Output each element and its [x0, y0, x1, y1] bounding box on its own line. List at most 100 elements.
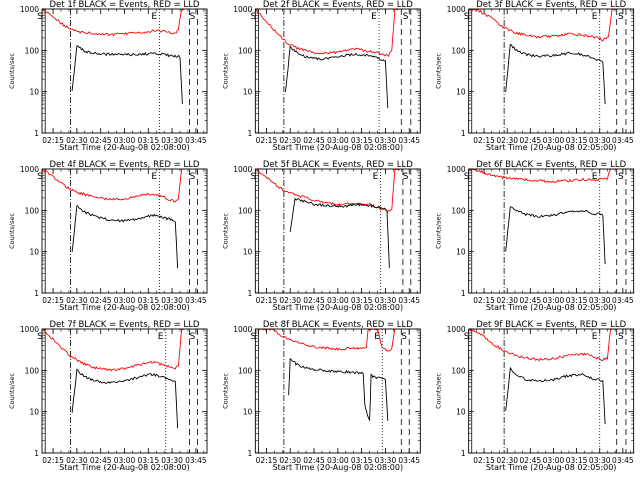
- event-marker-label: E: [374, 332, 380, 342]
- x-tick-label: 03:00: [327, 136, 349, 145]
- y-tick-label: 10: [456, 248, 466, 257]
- x-tick-label: 02:45: [303, 456, 325, 465]
- x-tick-label: 02:15: [473, 456, 495, 465]
- plot-frame: [41, 168, 208, 294]
- event-marker-label: S: [37, 332, 43, 342]
- x-tick-label: 03:45: [398, 456, 420, 465]
- event-marker-label: E: [592, 332, 598, 342]
- y-axis-label: Counts/sec: [221, 53, 229, 89]
- chart-panel-7: Det 7f BLACK = Events, RED = LLD Counts/s…: [8, 320, 208, 472]
- y-tick-label: 10: [243, 88, 253, 97]
- y-axis-label: Counts/sec: [8, 53, 16, 89]
- y-axis-label: Counts/sec: [435, 213, 443, 249]
- event-marker-label: S: [37, 172, 43, 182]
- x-tick-label: 03:30: [589, 136, 611, 145]
- x-tick-label: 02:30: [279, 456, 301, 465]
- y-tick-label: 1: [34, 449, 39, 458]
- y-tick-label: 10: [243, 408, 253, 417]
- x-tick-label: 02:45: [90, 456, 112, 465]
- x-tick-label: 03:30: [375, 136, 397, 145]
- x-tick-label: 02:30: [496, 136, 518, 145]
- x-tick-label: 02:30: [496, 456, 518, 465]
- x-tick-label: 03:00: [114, 456, 136, 465]
- y-tick-label: 10: [29, 248, 39, 257]
- event-marker-label: E: [151, 172, 157, 182]
- x-tick-label: 02:45: [520, 136, 542, 145]
- x-tick-label: 03:15: [351, 296, 373, 305]
- x-tick-label: 02:15: [473, 296, 495, 305]
- chart-panel-9: Det 9f BLACK = Events, RED = LLD Counts/s…: [435, 320, 635, 472]
- event-marker-label: S: [464, 332, 470, 342]
- event-marker-label: E: [373, 172, 379, 182]
- chart-title: Det 5f BLACK = Events, RED = LLD: [263, 160, 413, 170]
- x-tick-label: 03:45: [185, 296, 207, 305]
- series-line: [505, 43, 606, 105]
- x-tick-label: 03:45: [612, 296, 634, 305]
- event-marker-label: S: [618, 12, 624, 22]
- plot-frame: [254, 8, 421, 134]
- y-tick-label: 1: [248, 449, 253, 458]
- x-axis-label: Start Time (20-Aug-08 02:08:00): [273, 143, 404, 152]
- chart-title: Det 3f BLACK = Events, RED = LLD: [476, 0, 626, 10]
- chart-title: Det 2f BLACK = Events, RED = LLD: [263, 0, 413, 10]
- y-tick-label: 1: [461, 289, 466, 298]
- x-tick-label: 02:30: [66, 136, 88, 145]
- series-line: [468, 169, 616, 184]
- chart-title: Det 9f BLACK = Events, RED = LLD: [476, 320, 626, 330]
- x-tick-label: 03:30: [375, 296, 397, 305]
- y-tick-label: 100: [238, 46, 253, 55]
- y-tick-label: 1: [34, 289, 39, 298]
- event-marker-label: S: [251, 172, 257, 182]
- x-tick-label: 02:15: [42, 296, 64, 305]
- event-marker-label: S: [618, 172, 624, 182]
- event-marker-label: E: [592, 12, 598, 22]
- series-line: [288, 357, 389, 422]
- x-tick-label: 02:30: [279, 136, 301, 145]
- y-tick-label: 1000: [20, 5, 39, 14]
- x-tick-label: 02:45: [303, 296, 325, 305]
- series-line: [71, 45, 183, 105]
- x-axis-label: Start Time (20-Aug-08 02:08:00): [273, 463, 404, 472]
- x-axis-label: Start Time (20-Aug-08 02:05:00): [486, 303, 617, 312]
- x-tick-label: 03:00: [327, 456, 349, 465]
- event-marker-label: S: [251, 12, 257, 22]
- chart-panel-1: Det 1f BLACK = Events, RED = LLD Counts/s…: [8, 0, 208, 152]
- x-tick-label: 03:45: [185, 456, 207, 465]
- plot-frame: [254, 168, 421, 294]
- x-axis-label: Start Time (20-Aug-08 02:08:00): [59, 143, 190, 152]
- y-tick-label: 1000: [447, 325, 466, 334]
- x-tick-label: 02:45: [520, 456, 542, 465]
- x-tick-label: 02:45: [90, 136, 112, 145]
- x-tick-label: 02:30: [66, 456, 88, 465]
- chart-title: Det 7f BLACK = Events, RED = LLD: [50, 320, 200, 330]
- y-tick-label: 1000: [447, 165, 466, 174]
- y-tick-label: 1: [461, 129, 466, 138]
- x-tick-label: 02:15: [42, 136, 64, 145]
- y-tick-label: 100: [25, 46, 40, 55]
- x-tick-label: 02:15: [256, 136, 278, 145]
- x-axis-label: Start Time (20-Aug-08 02:08:00): [273, 303, 404, 312]
- x-tick-label: 03:45: [612, 136, 634, 145]
- event-marker-label: S: [251, 332, 257, 342]
- plot-frame: [254, 328, 421, 454]
- y-tick-label: 100: [25, 366, 40, 375]
- x-tick-label: 03:15: [137, 456, 159, 465]
- x-tick-label: 03:00: [543, 456, 565, 465]
- y-axis-label: Counts/sec: [435, 373, 443, 409]
- series-line: [505, 366, 606, 425]
- plot-frame: [468, 168, 635, 294]
- event-marker-label: E: [592, 172, 598, 182]
- x-tick-label: 03:30: [161, 296, 183, 305]
- x-tick-label: 03:15: [566, 136, 588, 145]
- x-tick-label: 03:15: [137, 136, 159, 145]
- x-axis-label: Start Time (20-Aug-08 02:08:00): [59, 463, 190, 472]
- y-tick-label: 1000: [233, 5, 252, 14]
- x-tick-label: 03:30: [375, 456, 397, 465]
- y-axis-label: Counts/sec: [221, 373, 229, 409]
- y-tick-label: 10: [29, 88, 39, 97]
- chart-title: Det 8f BLACK = Events, RED = LLD: [263, 320, 413, 330]
- chart-panel-5: Det 5f BLACK = Events, RED = LLD Counts/s…: [221, 160, 421, 312]
- x-tick-label: 02:30: [66, 296, 88, 305]
- chart-panel-6: Det 6f BLACK = Events, RED = LLD Counts/s…: [435, 160, 635, 312]
- x-tick-label: 03:45: [398, 136, 420, 145]
